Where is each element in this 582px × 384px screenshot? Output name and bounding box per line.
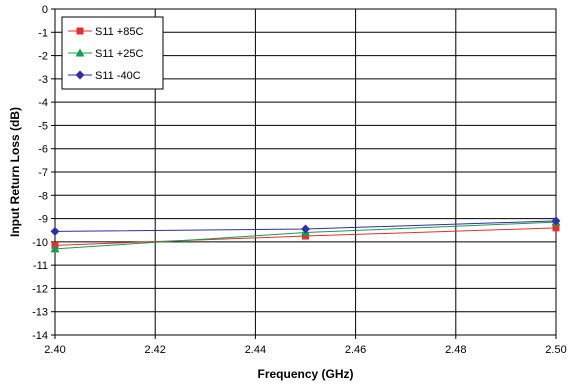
x-tick-label: 2.44 (245, 344, 266, 356)
y-tick-label: -10 (32, 237, 48, 249)
y-tick-label: -1 (38, 27, 48, 39)
y-tick-label: -7 (38, 167, 48, 179)
legend: S11 +85C S11 +25C S11 -40C (61, 16, 164, 90)
x-tick-label: 2.40 (44, 344, 65, 356)
legend-item: S11 +25C (68, 48, 143, 60)
y-tick-label: -4 (38, 97, 48, 109)
y-tick-label: -9 (38, 214, 48, 226)
y-tick-label: -12 (32, 283, 48, 295)
y-tick-label: -5 (38, 120, 48, 132)
data-point (50, 226, 60, 236)
data-point (50, 244, 60, 253)
y-axis-ticks: 0 -1 -2 -3 -4 -5 -6 -7 -8 -9 -10 -11 -12 -13 -14 (32, 4, 55, 342)
series-3 (50, 216, 561, 236)
x-tick-label: 2.46 (345, 344, 366, 356)
y-tick-label: -2 (38, 51, 48, 63)
x-tick-label: 2.50 (545, 344, 566, 356)
legend-marker (76, 27, 84, 35)
y-tick-label: -3 (38, 74, 48, 86)
y-tick-label: -14 (32, 330, 48, 342)
y-axis-title: Input Return Loss (dB) (8, 107, 22, 237)
legend-label: S11 +25C (95, 48, 143, 60)
y-tick-label: -11 (33, 260, 48, 272)
legend-label: S11 +85C (95, 26, 143, 38)
legend-label: S11 -40C (95, 70, 141, 82)
legend-marker (75, 70, 85, 80)
legend-marker (75, 48, 85, 57)
data-point (551, 216, 561, 226)
data-point (552, 224, 560, 232)
x-axis-title: Frequency (GHz) (257, 367, 353, 381)
y-tick-label: 0 (42, 4, 48, 16)
data-point (301, 224, 310, 234)
legend-item: S11 -40C (68, 70, 141, 82)
y-tick-label: -13 (32, 307, 48, 319)
y-tick-label: -6 (38, 144, 48, 156)
x-tick-label: 2.42 (144, 344, 165, 356)
legend-item: S11 +85C (68, 26, 143, 38)
x-axis-ticks: 2.40 2.42 2.44 2.46 2.48 2.50 (44, 335, 567, 356)
x-tick-label: 2.48 (445, 344, 466, 356)
chart-series (50, 216, 561, 253)
y-tick-label: -8 (38, 190, 48, 202)
